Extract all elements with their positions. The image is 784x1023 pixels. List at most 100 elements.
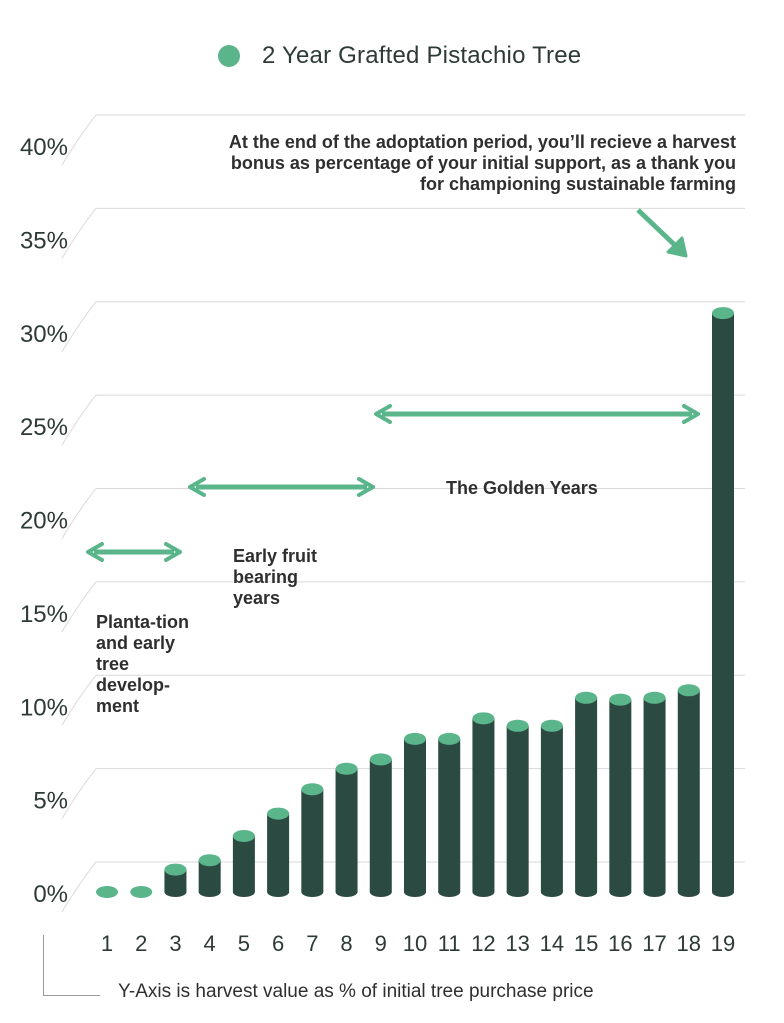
y-tick-label: 20% xyxy=(20,508,68,535)
x-tick-label: 19 xyxy=(711,931,735,956)
golden-years-annotation: The Golden Years xyxy=(446,478,598,498)
bar-top xyxy=(575,691,598,704)
early-fruit-period-arrow xyxy=(188,477,375,497)
bar-top xyxy=(609,693,632,706)
bar-top xyxy=(130,886,153,898)
bar xyxy=(677,690,700,892)
bar-top xyxy=(232,829,255,842)
bar-top xyxy=(472,712,495,725)
x-tick-label: 8 xyxy=(340,931,352,956)
y-tick-label: 35% xyxy=(20,227,68,254)
bar-top xyxy=(712,307,734,320)
harvest-bonus-annotation: At the end of the adoptation period, you… xyxy=(228,132,736,194)
bar xyxy=(506,725,529,892)
bar-base xyxy=(164,887,187,897)
x-tick-label: 2 xyxy=(135,931,147,956)
bar-base xyxy=(404,887,426,897)
y-tick-label: 0% xyxy=(33,881,68,908)
y-tick-label: 40% xyxy=(20,134,68,161)
bar xyxy=(472,718,495,892)
gridline xyxy=(61,861,745,913)
bar-base xyxy=(712,887,734,897)
bar xyxy=(267,813,290,892)
bar-base xyxy=(369,887,392,897)
bar xyxy=(438,738,461,892)
legend-marker xyxy=(218,45,240,67)
x-tick-label: 12 xyxy=(471,931,495,956)
footnote-bracket xyxy=(43,935,100,996)
x-tick-label: 5 xyxy=(238,931,250,956)
x-tick-label: 13 xyxy=(505,931,529,956)
footnote: Y-Axis is harvest value as % of initial … xyxy=(118,981,594,1002)
bar-top xyxy=(404,732,426,745)
y-tick-label: 5% xyxy=(33,788,68,815)
bar xyxy=(198,860,221,892)
bar xyxy=(404,738,426,892)
bonus-arrow-head xyxy=(666,236,688,258)
gridline xyxy=(61,207,745,259)
bar-base xyxy=(472,887,495,897)
bar xyxy=(369,759,392,892)
plantation-period-arrow xyxy=(86,542,182,562)
bar-top xyxy=(438,732,461,745)
bar-base xyxy=(643,887,666,897)
bar-top xyxy=(369,753,392,766)
bar-top xyxy=(301,783,324,796)
bar-base xyxy=(301,887,324,897)
x-tick-label: 18 xyxy=(677,931,701,956)
bonus-arrow xyxy=(636,208,682,252)
bar xyxy=(609,699,632,892)
bar-top xyxy=(198,854,221,867)
bar-base xyxy=(677,887,700,897)
gridline xyxy=(61,114,745,166)
bar-base xyxy=(267,887,290,897)
bar-base xyxy=(198,887,221,897)
x-tick-label: 11 xyxy=(438,931,461,956)
x-tick-label: 15 xyxy=(574,931,598,956)
legend-label: 2 Year Grafted Pistachio Tree xyxy=(262,42,582,69)
x-tick-label: 10 xyxy=(403,931,427,956)
bar xyxy=(301,789,324,892)
bar-base xyxy=(335,887,358,897)
bar-base xyxy=(232,887,255,897)
y-tick-label: 10% xyxy=(20,694,68,721)
bar-base xyxy=(506,887,529,897)
bar-base xyxy=(609,887,632,897)
x-tick-label: 14 xyxy=(540,931,564,956)
x-tick-label: 4 xyxy=(204,931,216,956)
gridline xyxy=(61,768,745,819)
bar-base xyxy=(540,887,563,897)
bar-top xyxy=(540,719,563,732)
x-tick-label: 6 xyxy=(272,931,284,956)
x-tick-label: 1 xyxy=(101,931,113,956)
bar-base xyxy=(438,887,461,897)
bar-top xyxy=(643,691,666,704)
x-tick-label: 9 xyxy=(375,931,387,956)
bar xyxy=(335,768,358,892)
plantation-annotation: Planta-tion and early tree develop-ment xyxy=(96,612,189,716)
bar-base xyxy=(575,887,598,897)
bar-top xyxy=(267,807,290,820)
bar xyxy=(164,869,187,892)
gridline xyxy=(61,581,745,633)
bar-top xyxy=(677,684,700,697)
bar-top xyxy=(164,863,187,876)
gridline xyxy=(61,301,745,353)
bar-top xyxy=(335,762,358,775)
y-tick-label: 30% xyxy=(20,321,68,348)
x-tick-label: 7 xyxy=(306,931,318,956)
x-tick-label: 16 xyxy=(608,931,632,956)
bar xyxy=(540,725,563,892)
x-tick-label: 17 xyxy=(642,931,666,956)
bar xyxy=(575,697,598,892)
y-tick-label: 25% xyxy=(20,414,68,441)
legend: 2 Year Grafted Pistachio Tree xyxy=(218,42,581,70)
bar xyxy=(232,835,255,892)
gridline xyxy=(61,394,745,446)
x-tick-label: 3 xyxy=(169,931,181,956)
gridline xyxy=(61,488,745,539)
y-tick-label: 15% xyxy=(20,601,68,628)
bar xyxy=(712,313,734,892)
bar-top xyxy=(96,886,118,898)
